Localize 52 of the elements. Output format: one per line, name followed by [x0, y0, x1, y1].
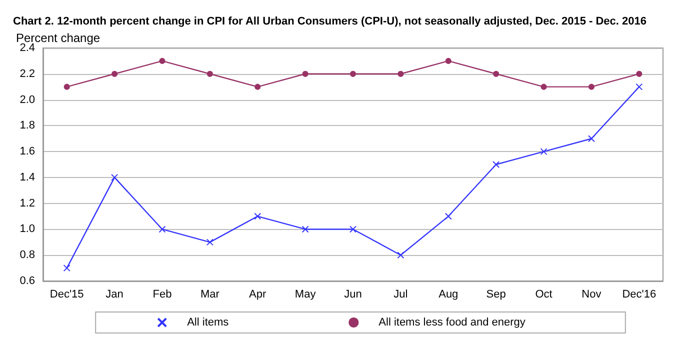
- x-tick-label: Sep: [486, 288, 506, 300]
- point: [206, 238, 214, 246]
- point: [206, 70, 213, 77]
- x-tick-label: Dec'16: [622, 288, 656, 300]
- y-tick-label: 2.0: [20, 94, 35, 106]
- point: [112, 70, 118, 77]
- point: [64, 84, 70, 90]
- point: [588, 84, 594, 90]
- x-tick-label: Nov: [582, 288, 602, 300]
- x-tick-label: Aug: [438, 288, 458, 300]
- y-tick-label: 1.4: [20, 171, 35, 184]
- point: [63, 264, 70, 272]
- point: [493, 70, 500, 77]
- x-tick-label: Apr: [249, 288, 267, 300]
- x-tick-label: Feb: [152, 288, 172, 300]
- chart-title: Chart 2. 12-month percent change in CPI for All Urban Consumers (CPI-U), not seasonally adjusted, Dec. 2015 - Dec. 2016: [13, 16, 646, 28]
- x-tick-label: May: [294, 288, 316, 300]
- legend-label: All items less food and energy: [378, 316, 526, 328]
- point: [254, 84, 261, 90]
- point: [540, 84, 547, 90]
- y-tick-label: 0.8: [20, 249, 35, 262]
- point: [444, 212, 452, 220]
- point: [350, 226, 356, 233]
- x-tick-label: Jul: [394, 288, 408, 300]
- y-tick-label: 2.4: [20, 42, 35, 54]
- x-tick-label: Jan: [106, 288, 124, 300]
- y-tick-label: 1.6: [20, 146, 35, 158]
- point: [158, 226, 166, 233]
- point: [159, 58, 166, 64]
- y-tick-label: 1.0: [20, 223, 35, 236]
- point: [445, 58, 452, 64]
- point: [492, 161, 500, 168]
- point: [254, 212, 262, 220]
- point: [302, 226, 309, 233]
- y-tick-label: 0.6: [20, 275, 35, 287]
- y-tick-label: 1.2: [20, 197, 35, 210]
- legend-label: All items: [187, 316, 230, 328]
- point: [398, 70, 404, 77]
- point: [350, 70, 356, 77]
- x-tick-label: Oct: [535, 288, 552, 300]
- x-tick-label: Dec'15: [50, 288, 84, 300]
- point: [540, 148, 548, 156]
- x-tick-label: Mar: [200, 288, 220, 300]
- point: [588, 135, 595, 142]
- point: [111, 174, 118, 181]
- x-tick-label: Jun: [344, 288, 362, 300]
- point: [397, 252, 404, 259]
- point: [302, 70, 308, 77]
- y-tick-label: 2.2: [20, 68, 35, 80]
- point: [636, 70, 642, 77]
- y-tick-label: 1.8: [20, 120, 35, 132]
- point: [636, 83, 643, 90]
